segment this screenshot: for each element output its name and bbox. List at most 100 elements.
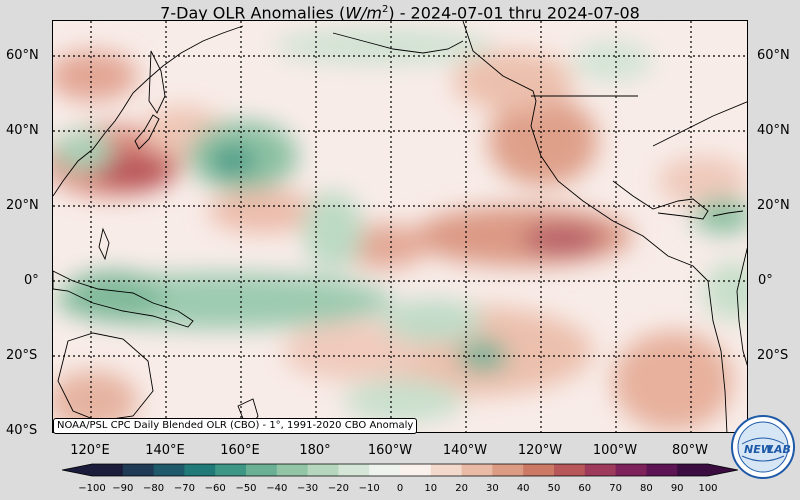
lat-label-left-40n: 40°N xyxy=(6,123,39,138)
lon-label-120w: 120°W xyxy=(517,443,563,458)
colorbar-svg xyxy=(61,463,739,477)
lat-label-right-40n: 40°N xyxy=(757,123,790,138)
colorbar-segment xyxy=(276,464,309,476)
anomaly-positive-australia xyxy=(53,371,138,431)
anomaly-positive-core-itcz xyxy=(523,224,603,254)
source-note: NOAA/PSL CPC Daily Blended OLR (CBO) - 1… xyxy=(53,418,418,434)
colorbar-segment xyxy=(338,464,370,476)
olr-anomaly-map xyxy=(52,20,748,433)
anomaly-positive-south-central-pacific xyxy=(283,321,423,381)
colorbar-tick-label: −10 xyxy=(358,483,380,494)
coast-cuba xyxy=(712,210,744,217)
anomaly-positive-west-us xyxy=(488,96,598,186)
colorbar-tick-label: 50 xyxy=(547,483,561,494)
colorbar-segment xyxy=(400,464,432,476)
lon-label-80w: 80°W xyxy=(672,443,708,458)
colorbar-segment xyxy=(615,464,647,476)
colorbar-segment xyxy=(246,464,278,476)
anomaly-negative-north-china xyxy=(53,131,113,171)
logo-text-a: NEW xyxy=(744,443,774,456)
coast-philippines xyxy=(98,227,110,261)
coast-asia-east xyxy=(53,25,244,197)
colorbar-tick-label: 0 xyxy=(396,483,404,494)
lon-label-160w: 160°W xyxy=(367,443,413,458)
lon-label-140e: 140°E xyxy=(145,443,185,458)
anomaly-positive-south-america xyxy=(613,331,733,431)
map-title-prefix: 7-Day OLR Anomalies ( xyxy=(160,3,346,23)
anomaly-negative-south-pacific-band xyxy=(383,299,483,343)
coast-kamchatka-sakhalin xyxy=(148,50,166,114)
colorbar-tick-label: 90 xyxy=(670,483,684,494)
colorbar-tick-label: −70 xyxy=(173,483,195,494)
lat-label-left-20n: 20°N xyxy=(6,198,39,213)
colorbar-tick-label: 20 xyxy=(455,483,468,494)
anomaly-positive-siberia xyxy=(53,51,138,101)
coastlines xyxy=(53,21,747,432)
colorbar-segment xyxy=(554,464,586,476)
colorbar-segment xyxy=(461,464,493,476)
lat-label-right-eq: 0° xyxy=(758,273,773,288)
anomaly-negative-amazon xyxy=(703,261,747,321)
colorbar-tick-label: −90 xyxy=(112,483,134,494)
colorbar-tick-label: 80 xyxy=(640,483,653,494)
lat-label-left-60n: 60°N xyxy=(6,48,39,63)
colorbar-tick-label: 100 xyxy=(698,483,718,494)
colorbar-tick-label: 60 xyxy=(578,483,592,494)
colorbar-tick-label: 10 xyxy=(424,483,438,494)
colorbar-segment xyxy=(153,464,185,476)
lon-label-140w: 140°W xyxy=(442,443,488,458)
lat-label-left-20s: 20°S xyxy=(6,348,38,363)
logo-emblem: NEW LAB xyxy=(731,415,795,479)
anomaly-positive-gulf xyxy=(658,156,747,206)
colorbar-tick-label: −100 xyxy=(78,483,106,494)
map-title: 7-Day OLR Anomalies (W/m2) - 2024-07-01 … xyxy=(0,0,800,23)
coast-alaska xyxy=(332,32,464,54)
map-title-unit-exponent: 2 xyxy=(381,4,389,15)
colorbar-tick-label: 70 xyxy=(609,483,622,494)
colorbar-segment xyxy=(523,464,555,476)
graticule xyxy=(53,21,747,432)
colorbar-segment xyxy=(646,464,678,476)
colorbar-segment xyxy=(430,464,463,476)
anomaly-negative-maritime-continent xyxy=(63,271,163,321)
coast-gulf-of-mexico xyxy=(612,180,709,220)
logo-text-b: LAB xyxy=(767,443,791,456)
colorbar-segment xyxy=(677,464,709,476)
colorbar-tick-label: −80 xyxy=(143,483,165,494)
lat-label-right-20s: 20°S xyxy=(757,348,789,363)
colorbar-segment xyxy=(369,464,401,476)
colorbar-segment xyxy=(215,464,247,476)
anomaly-negative-canada xyxy=(573,41,653,81)
anomaly-negative-caribbean xyxy=(693,198,747,234)
lat-label-left-eq: 0° xyxy=(24,273,39,288)
anomaly-negative-far-south-pacific xyxy=(343,379,463,423)
coast-japan xyxy=(134,114,160,150)
colorbar-segment xyxy=(122,464,155,476)
colorbar-tick-label: −60 xyxy=(204,483,226,494)
anomaly-negative-core-north-west-pacific xyxy=(211,147,255,175)
anomaly-field xyxy=(53,28,747,431)
lat-label-right-20n: 20°N xyxy=(757,198,790,213)
colorbar-segment xyxy=(184,464,216,476)
lon-label-100w: 100°W xyxy=(592,443,638,458)
colorbar-tick-label: 30 xyxy=(486,483,499,494)
coast-north-america-east xyxy=(652,101,747,147)
colorbar-tick-label: 40 xyxy=(516,483,530,494)
lon-label-180: 180° xyxy=(299,443,331,458)
lat-label-left-40s: 40°S xyxy=(6,423,38,438)
anomaly-negative-central-subtropics xyxy=(303,191,363,271)
colorbar-tick-label: −40 xyxy=(266,483,288,494)
anomaly-positive-core-east-china xyxy=(93,153,173,189)
colorbar-segment xyxy=(492,464,524,476)
colorbar-extend-high xyxy=(708,464,738,476)
anomaly-positive-west-pacific xyxy=(208,189,318,233)
colorbar xyxy=(61,462,739,481)
colorbar-segment xyxy=(584,464,617,476)
coast-australia xyxy=(57,332,154,422)
lat-label-right-60n: 60°N xyxy=(757,48,790,63)
map-title-unit: W/m xyxy=(345,3,382,23)
coast-south-america-east xyxy=(736,247,747,366)
coast-americas-pacific xyxy=(462,21,728,432)
newlab-logo: NEW LAB xyxy=(730,414,796,484)
map-canvas xyxy=(53,21,747,432)
